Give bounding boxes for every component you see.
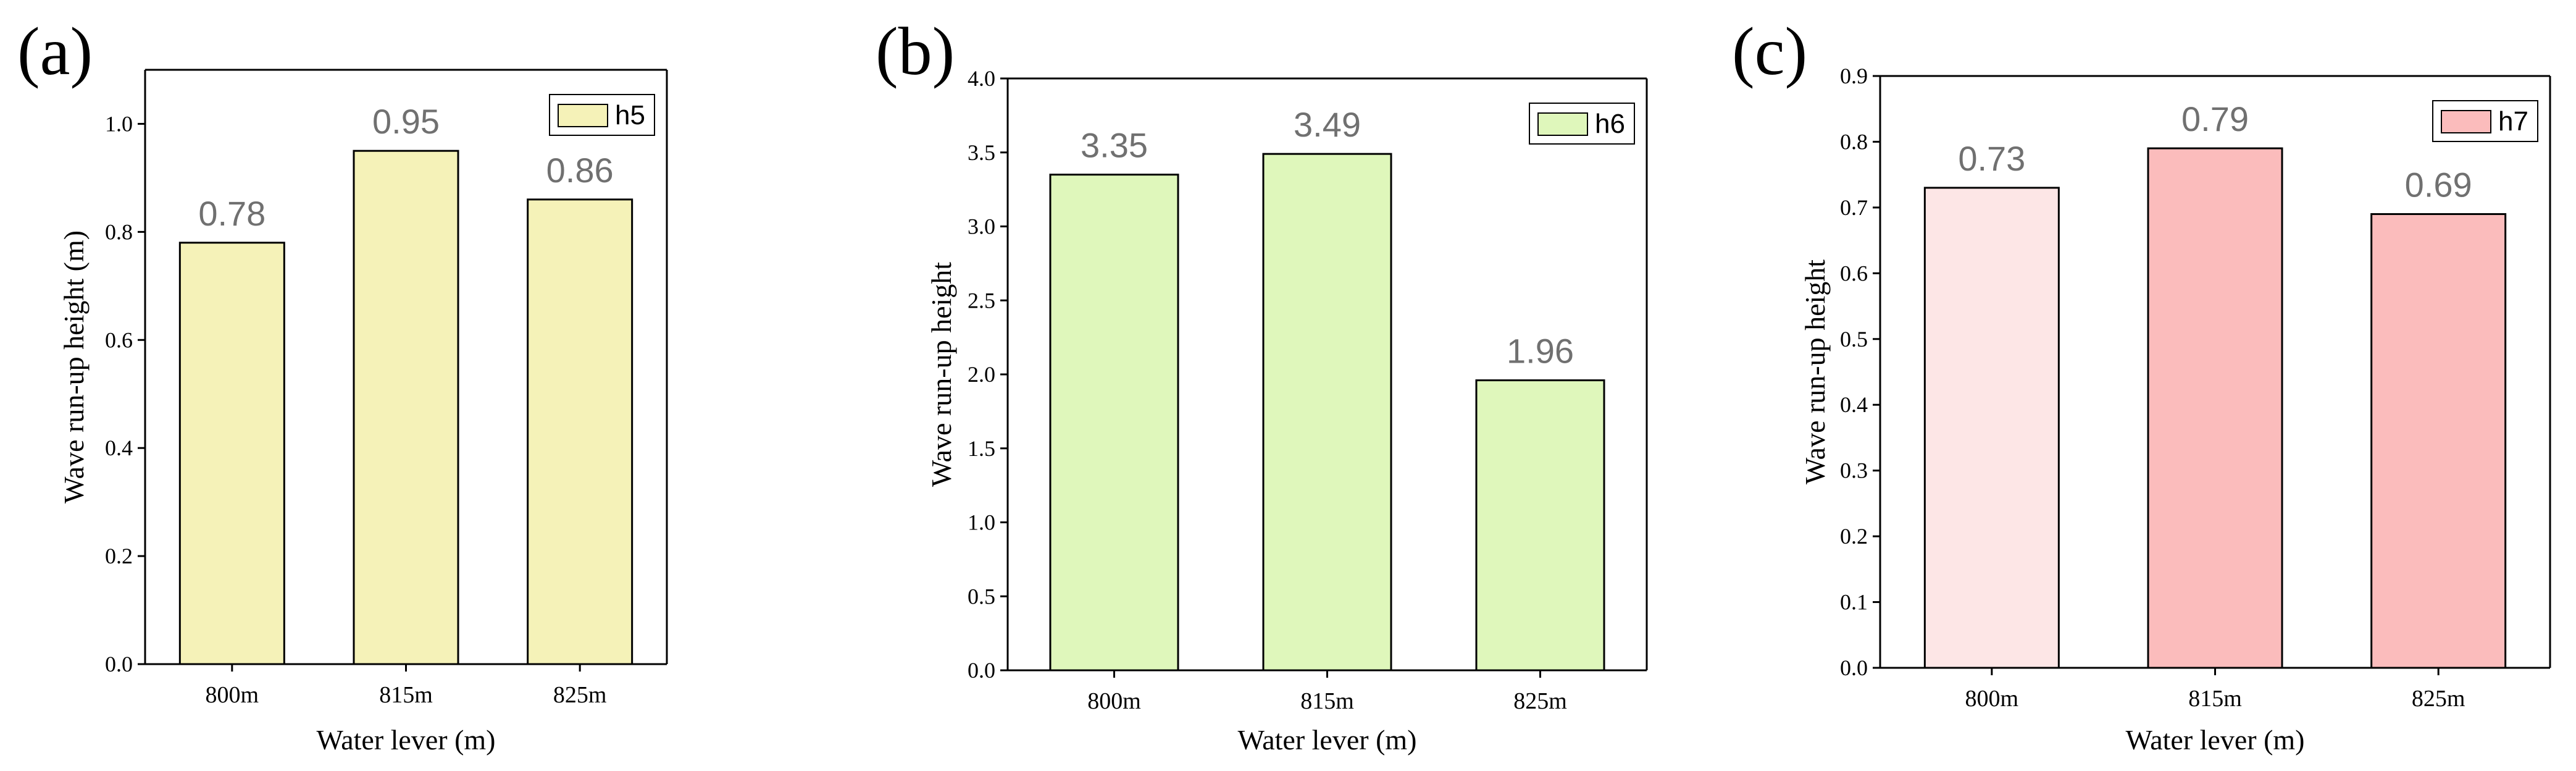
legend-label: h5 [615, 100, 645, 130]
legend-label: h6 [1595, 109, 1625, 139]
y-tick-label: 0.6 [1840, 261, 1868, 285]
y-tick-label: 0.8 [105, 219, 133, 244]
data-label: 0.73 [1958, 139, 2025, 178]
bar-800m [178, 242, 285, 665]
y-tick-label: 0.7 [1840, 195, 1868, 220]
y-tick-label: 0.0 [105, 652, 133, 676]
y-tick-label: 1.0 [105, 111, 133, 136]
x-tick-label: 825m [553, 682, 607, 708]
chart-panel-a: (a) 0.78 800m 0.95 815m 0.86 825m 0.0 0.2 0.4 0.6 0… [17, 14, 668, 756]
x-tick-label: 800m [1087, 688, 1141, 714]
panel-letter: (b) [876, 14, 955, 89]
bar-825m [1475, 379, 1605, 672]
data-label: 3.35 [1081, 126, 1148, 165]
bar-800m [1049, 174, 1179, 672]
data-label: 0.86 [546, 151, 614, 190]
y-tick-label: 1.0 [968, 510, 995, 535]
x-tick-label: 815m [2188, 686, 2242, 712]
y-tick-label: 0.2 [105, 544, 133, 568]
x-tick-label: 815m [1300, 688, 1354, 714]
y-tick-label: 0.1 [1840, 590, 1868, 615]
chart-panel-c: (c) 0.73 800m 0.79 815m 0.69 825m 0.0 0.1 0.2 0.3 0… [1732, 14, 2551, 756]
chart-panel-b: (b) 3.35 800m 3.49 815m 1.96 825m 0.0 0.5 1.0 1.5 2… [876, 14, 1648, 756]
y-tick-label: 0.8 [1840, 129, 1868, 154]
data-label: 0.79 [2181, 99, 2249, 138]
bar-825m [527, 198, 634, 665]
x-axis-title: Water lever (m) [1237, 724, 1416, 756]
data-label: 3.49 [1294, 105, 1361, 144]
y-tick-label: 0.6 [105, 327, 133, 352]
y-tick-label: 0.5 [968, 584, 995, 609]
panel-letter: (a) [17, 14, 93, 89]
y-tick-label: 2.0 [968, 362, 995, 387]
legend: h7 [2432, 100, 2538, 142]
y-tick-label: 3.5 [968, 140, 995, 165]
y-tick-label: 0.0 [1840, 655, 1868, 680]
x-axis-title: Water lever (m) [316, 724, 495, 756]
x-axis-title: Water lever (m) [2125, 724, 2304, 756]
data-label: 0.78 [198, 194, 266, 233]
data-label: 1.96 [1507, 332, 1574, 371]
legend-swatch [2441, 110, 2491, 133]
y-tick-label: 4.0 [968, 66, 995, 91]
bar-815m [353, 150, 459, 665]
y-tick-label: 0.4 [105, 436, 133, 460]
y-tick-label: 0.3 [1840, 458, 1868, 483]
bar-815m [1262, 153, 1392, 672]
y-tick-label: 0.9 [1840, 64, 1868, 88]
x-tick-label: 800m [1965, 686, 2019, 712]
x-tick-label: 825m [1513, 688, 1567, 714]
y-tick-label: 1.5 [968, 436, 995, 461]
data-label: 0.95 [372, 102, 440, 141]
y-tick-label: 2.5 [968, 288, 995, 313]
y-tick-label: 0.0 [968, 658, 995, 683]
legend: h6 [1529, 103, 1635, 145]
data-label: 0.69 [2405, 166, 2472, 204]
y-axis-title: Wave run-up height [926, 262, 957, 487]
y-axis-title: Wave run-up height (m) [58, 230, 90, 503]
y-tick-label: 3.0 [968, 214, 995, 239]
y-tick-label: 0.5 [1840, 327, 1868, 352]
legend-swatch [558, 104, 608, 127]
bar-800m [1923, 187, 2060, 669]
x-tick-label: 815m [379, 682, 433, 708]
bar-815m [2147, 147, 2283, 669]
x-tick-label: 800m [206, 682, 259, 708]
x-tick-label: 825m [2412, 686, 2465, 712]
bar-825m [2370, 213, 2507, 669]
legend-swatch [1537, 112, 1588, 136]
y-tick-label: 0.4 [1840, 392, 1868, 417]
legend-label: h7 [2498, 106, 2528, 137]
panel-letter: (c) [1732, 14, 1807, 89]
y-tick-label: 0.2 [1840, 524, 1868, 549]
y-axis-title: Wave run-up height [1799, 259, 1831, 484]
legend: h5 [549, 94, 655, 136]
